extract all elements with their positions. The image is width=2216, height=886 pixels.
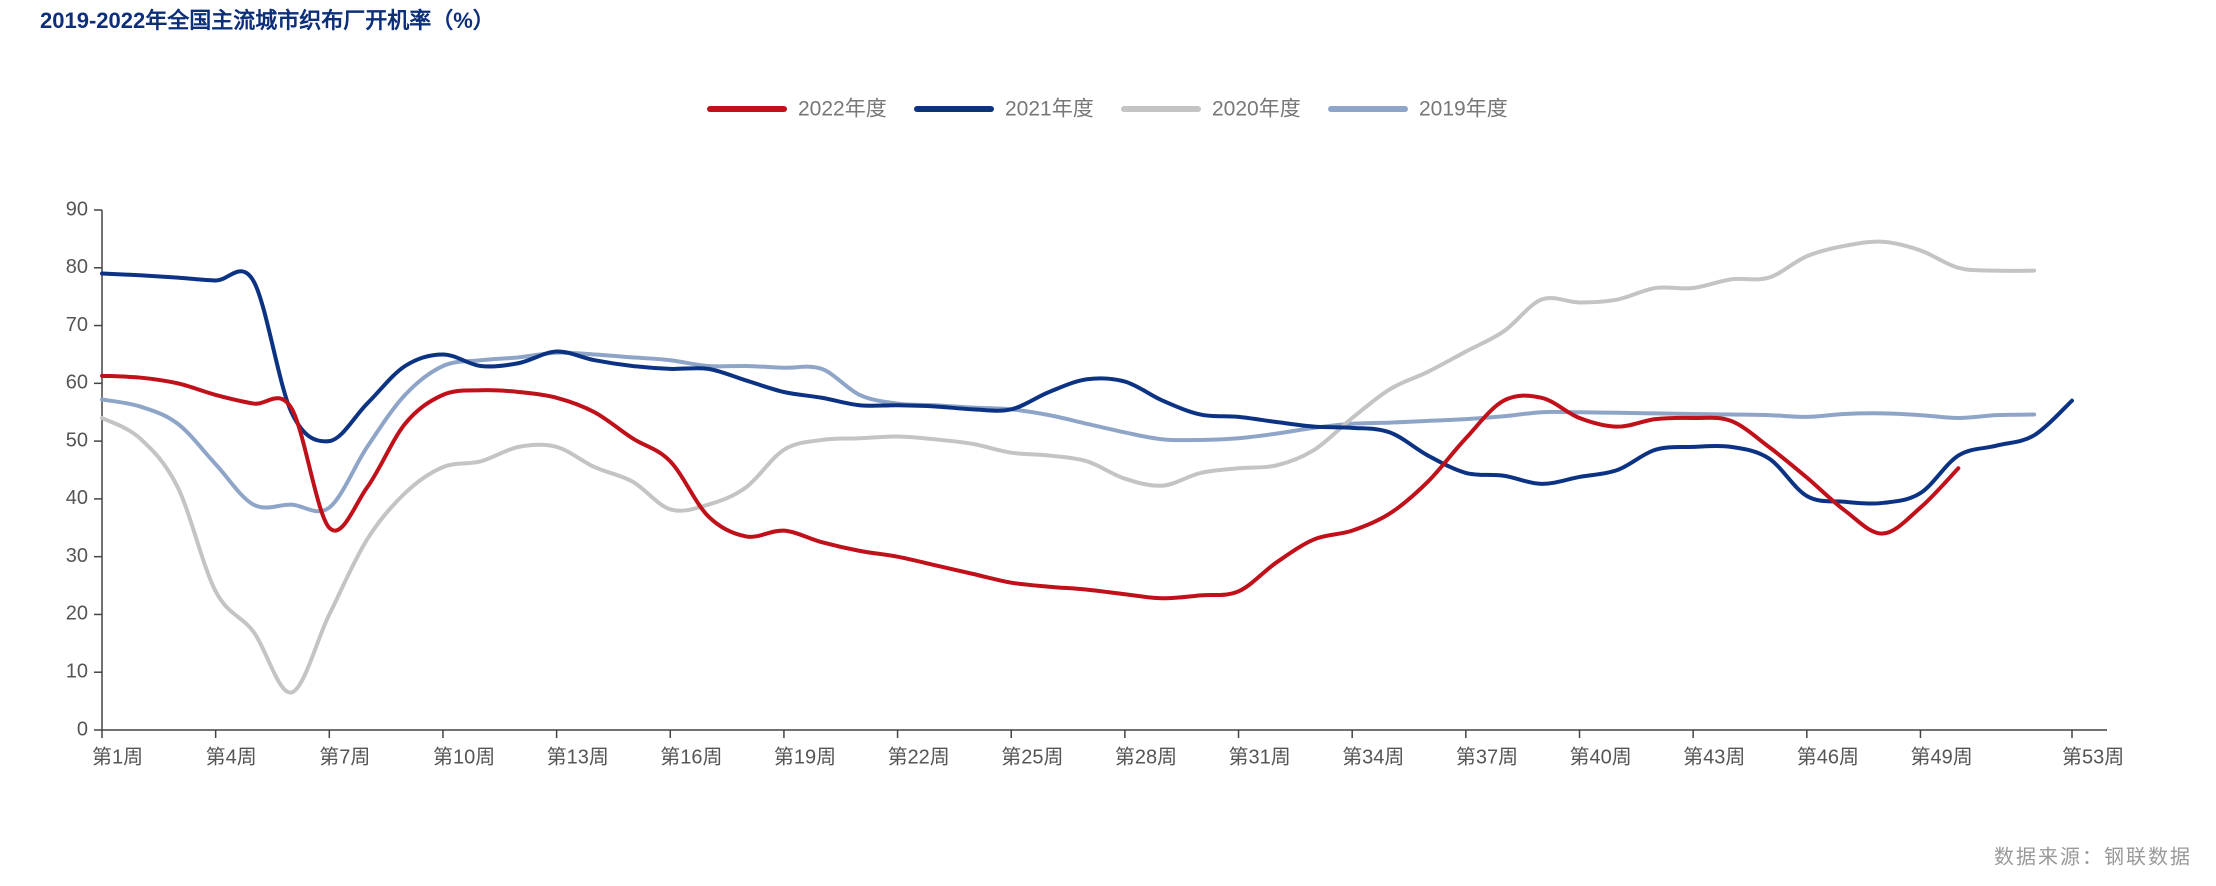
y-tick-label: 20 (66, 603, 88, 625)
y-tick-label: 0 (77, 718, 88, 740)
x-tick-label: 第10周 (433, 745, 495, 768)
x-tick-label: 第53周 (2062, 745, 2124, 768)
legend-label: 2021年度 (1005, 98, 1094, 121)
x-tick-label: 第7周 (319, 745, 370, 768)
y-tick-label: 30 (66, 545, 88, 567)
x-tick-label: 第1周 (92, 745, 143, 768)
x-tick-label: 第43周 (1683, 745, 1745, 768)
legend-label: 2019年度 (1419, 98, 1508, 121)
y-tick-label: 70 (66, 314, 88, 336)
x-tick-label: 第34周 (1342, 745, 1404, 768)
x-tick-label: 第4周 (206, 745, 257, 768)
legend-label: 2022年度 (798, 98, 887, 121)
legend-label: 2020年度 (1212, 98, 1301, 121)
series-line (100, 373, 1961, 601)
series-line (100, 269, 2074, 506)
series-line (100, 350, 2037, 514)
y-tick-label: 80 (66, 256, 88, 278)
x-tick-label: 第28周 (1115, 745, 1177, 768)
x-tick-label: 第22周 (888, 745, 950, 768)
y-tick-label: 90 (66, 198, 88, 220)
x-tick-label: 第31周 (1229, 745, 1291, 768)
x-tick-label: 第13周 (547, 745, 609, 768)
x-tick-label: 第40周 (1570, 745, 1632, 768)
source-note: 数据来源：钢联数据 (1994, 845, 2192, 868)
x-tick-label: 第19周 (774, 745, 836, 768)
x-tick-label: 第25周 (1001, 745, 1063, 768)
x-tick-label: 第46周 (1797, 745, 1859, 768)
y-tick-label: 40 (66, 487, 88, 509)
x-tick-label: 第16周 (660, 745, 722, 768)
legend: 2022年度 2021年度 2020年度 2019年度 (707, 98, 1508, 121)
series-line (100, 239, 2037, 695)
y-tick-label: 50 (66, 429, 88, 451)
y-tick-label: 10 (66, 661, 88, 683)
y-tick-label: 60 (66, 372, 88, 394)
chart-title: 2019-2022年全国主流城市织布厂开机率（%） (40, 8, 495, 33)
x-tick-label: 第37周 (1456, 745, 1518, 768)
x-tick-label: 第49周 (1910, 745, 1972, 768)
